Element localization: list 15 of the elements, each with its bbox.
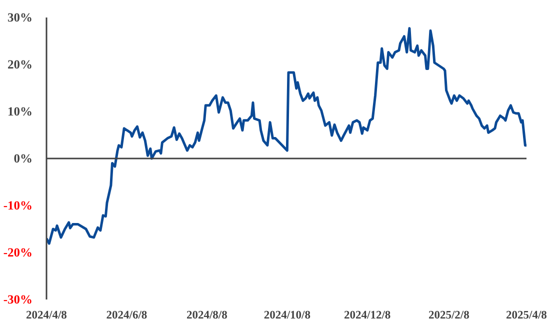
- y-tick-label: 20%: [8, 58, 32, 72]
- x-tick-label: 2024/10/8: [264, 310, 311, 322]
- x-tick-label: 2024/6/8: [106, 310, 148, 322]
- y-tick-label: -30%: [3, 292, 33, 306]
- x-tick-label: 2024/12/8: [344, 310, 391, 322]
- y-tick-label: 30%: [8, 10, 32, 24]
- y-tick-label: -20%: [3, 246, 33, 260]
- x-tick-label: 2024/4/8: [26, 310, 68, 322]
- y-tick-label: 0%: [14, 152, 32, 166]
- line-series: [46, 27, 526, 245]
- y-tick-label: -10%: [3, 198, 33, 212]
- x-tick-label: 2024/8/8: [186, 310, 228, 322]
- x-tick-label: 2025/2/8: [428, 310, 470, 322]
- x-tick-label: 2025/4/8: [506, 310, 548, 322]
- y-tick-label: 10%: [8, 104, 32, 118]
